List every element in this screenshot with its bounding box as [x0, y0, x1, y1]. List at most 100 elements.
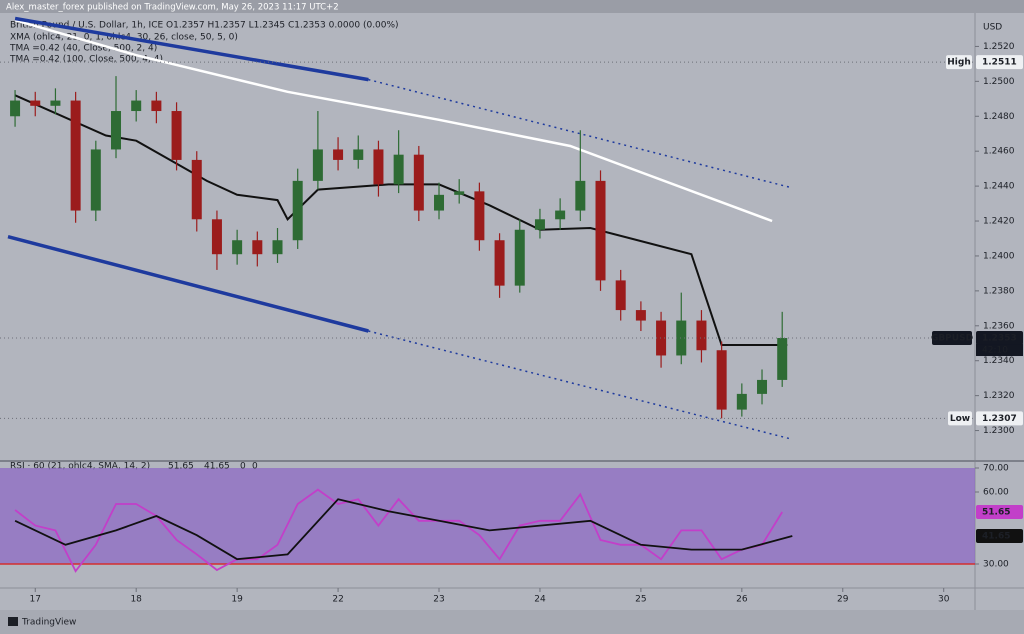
rsi-axis-tag — [976, 505, 1023, 520]
candle-body — [413, 154, 424, 211]
rsi-legend-value: 41.65 — [204, 462, 230, 472]
rsi-legend-value: 0 — [252, 462, 258, 472]
candle-body — [777, 338, 788, 380]
high_mark-value: 1.2511 — [982, 58, 1017, 68]
candle-body — [716, 350, 727, 410]
overlay-line — [14, 16, 369, 82]
y-tick-label: 1.2520 — [983, 42, 1015, 52]
overlay-line — [368, 330, 793, 441]
rsi-axis-tag-label: 51.65 — [982, 508, 1010, 518]
candle-body — [50, 100, 61, 106]
y-tick-label: 1.2360 — [983, 321, 1015, 331]
symbol-legend: British Pound / U.S. Dollar, 1h, ICE O1.… — [10, 21, 399, 31]
x-tick-label: 30 — [938, 595, 950, 605]
candle-body — [232, 240, 243, 255]
candle-body — [454, 191, 465, 195]
y-tick-label: 1.2460 — [983, 147, 1015, 157]
last_mark-label-box — [932, 331, 972, 346]
candle-body — [736, 393, 747, 410]
overlay-line — [14, 18, 773, 223]
countdown-box — [976, 344, 1023, 357]
candle-body — [312, 149, 323, 181]
last_mark-value: 1.2353 — [982, 334, 1017, 344]
rsi-band — [0, 468, 975, 564]
candle-body — [635, 310, 646, 321]
rsi-axis-tag-label: 41.65 — [982, 532, 1010, 542]
high_mark-label-box — [946, 55, 972, 70]
x-tick-label: 17 — [30, 595, 41, 605]
brand-logo — [8, 617, 18, 626]
candle-body — [353, 149, 364, 160]
candle-body — [30, 100, 41, 106]
x-tick-label: 18 — [130, 595, 142, 605]
x-tick-label: 23 — [433, 595, 444, 605]
y-tick-label: 1.2340 — [983, 356, 1015, 366]
candle-body — [575, 180, 586, 211]
rsi-y-tick-label: 30.00 — [983, 560, 1009, 570]
candle-body — [272, 240, 283, 255]
x-tick-label: 24 — [534, 595, 546, 605]
last_mark-label: GBPUSD — [931, 334, 973, 344]
header-bar — [0, 0, 1024, 13]
candle-body — [474, 191, 485, 241]
candle-body — [595, 180, 606, 281]
rsi-legend-value: 51.65 — [168, 462, 194, 472]
indicator-legend: TMA =0.42 (100, Close, 500, 4, 4) — [9, 55, 163, 65]
rsi-line — [14, 498, 793, 561]
candle-body — [191, 159, 202, 220]
countdown: 42:10 — [982, 346, 1008, 356]
candle-body — [555, 210, 566, 220]
rsi-legend: RSI · 60 (21, ohlc4, SMA, 14, 2) — [10, 462, 150, 472]
candle-body — [252, 240, 263, 255]
y-tick-label: 1.2440 — [983, 182, 1015, 192]
candle-body — [696, 320, 707, 351]
candle-body — [292, 180, 303, 241]
footer-bar — [0, 610, 1024, 634]
high_mark-label: High — [947, 58, 970, 68]
publisher: Alex_master_forex published on TradingVi… — [6, 3, 339, 13]
rsi-y-tick-label: 70.00 — [983, 464, 1009, 474]
rsi-y-tick-label: 60.00 — [983, 488, 1009, 498]
candle-body — [333, 149, 344, 160]
rsi-line — [14, 488, 783, 573]
candle-body — [393, 154, 404, 185]
y-tick-label: 1.2420 — [983, 217, 1015, 227]
candle-body — [514, 229, 525, 286]
y-tick-label: 1.2300 — [983, 426, 1015, 436]
candle-body — [10, 100, 21, 117]
candle-body — [171, 111, 182, 160]
candle-body — [615, 280, 626, 311]
y-tick-label: 1.2500 — [983, 77, 1015, 87]
y-tick-label: 1.2400 — [983, 251, 1015, 261]
candle-body — [211, 219, 222, 255]
x-tick-label: 19 — [231, 595, 243, 605]
candle-body — [151, 100, 162, 112]
x-tick-label: 25 — [635, 595, 646, 605]
candle-body — [131, 100, 142, 112]
low_mark-value-box — [976, 411, 1023, 426]
y-tick-label: 1.2380 — [983, 286, 1015, 296]
overlay-line — [368, 78, 793, 189]
low_mark-label: Low — [950, 414, 970, 424]
footer-brand: TradingView — [21, 618, 76, 628]
x-tick-label: 29 — [837, 595, 849, 605]
candle-body — [656, 320, 667, 356]
candle-body — [757, 379, 768, 394]
overlay-line — [14, 94, 788, 346]
y-tick-label: 1.2480 — [983, 112, 1015, 122]
axis-unit: USD — [983, 23, 1002, 33]
candle-body — [373, 149, 384, 185]
x-tick-label: 26 — [736, 595, 748, 605]
candle-body — [676, 320, 687, 356]
candle-body — [534, 219, 545, 230]
indicator-legend: TMA =0.42 (40, Close, 500, 2, 4) — [9, 44, 157, 54]
candle-body — [70, 100, 81, 211]
y-tick-label: 1.2320 — [983, 391, 1015, 401]
low_mark-label-box — [948, 411, 972, 426]
rsi-legend-value: 0 — [240, 462, 246, 472]
candle-body — [111, 111, 122, 150]
last_mark-value-box — [976, 331, 1023, 346]
low_mark-value: 1.2307 — [982, 414, 1017, 424]
